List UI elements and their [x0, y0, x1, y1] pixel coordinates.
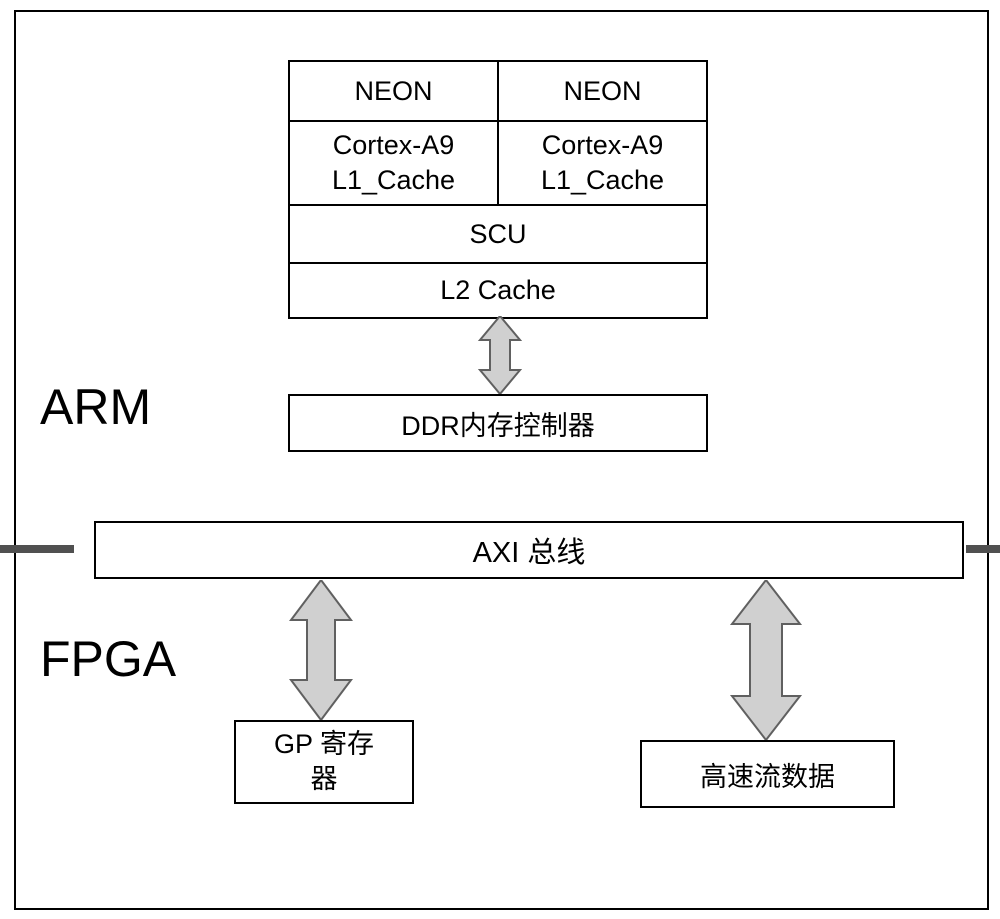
l2-row: L2 Cache	[290, 262, 706, 317]
arrow-cpu-ddr-icon	[476, 316, 524, 394]
gp-label-line2: 器	[311, 762, 338, 797]
neon-left: NEON	[290, 62, 499, 120]
arm-section-label: ARM	[40, 378, 151, 436]
axi-label: AXI 总线	[473, 529, 586, 571]
core-left-line1: Cortex-A9	[333, 128, 455, 163]
ddr-block: DDR内存控制器	[288, 394, 708, 452]
core-right-line2: L1_Cache	[541, 163, 664, 198]
axi-bus-block: AXI 总线	[94, 521, 964, 579]
arrow-axi-stream-icon	[726, 580, 806, 740]
diagram-canvas: NEON NEON Cortex-A9 L1_Cache Cortex-A9 L…	[0, 0, 1000, 919]
ddr-label: DDR内存控制器	[401, 404, 595, 443]
cpu-block: NEON NEON Cortex-A9 L1_Cache Cortex-A9 L…	[288, 60, 708, 319]
fpga-section-label: FPGA	[40, 630, 176, 688]
core-right-line1: Cortex-A9	[542, 128, 664, 163]
stream-data-block: 高速流数据	[640, 740, 895, 808]
neon-right: NEON	[499, 62, 706, 120]
scu-row: SCU	[290, 204, 706, 262]
core-left-line2: L1_Cache	[332, 163, 455, 198]
neon-row: NEON NEON	[290, 62, 706, 120]
core-right: Cortex-A9 L1_Cache	[499, 122, 706, 204]
gp-register-block: GP 寄存 器	[234, 720, 414, 804]
core-row: Cortex-A9 L1_Cache Cortex-A9 L1_Cache	[290, 120, 706, 204]
stream-label: 高速流数据	[700, 755, 835, 794]
gp-label-line1: GP 寄存	[274, 727, 374, 762]
arrow-axi-gp-icon	[285, 580, 357, 720]
core-left: Cortex-A9 L1_Cache	[290, 122, 499, 204]
